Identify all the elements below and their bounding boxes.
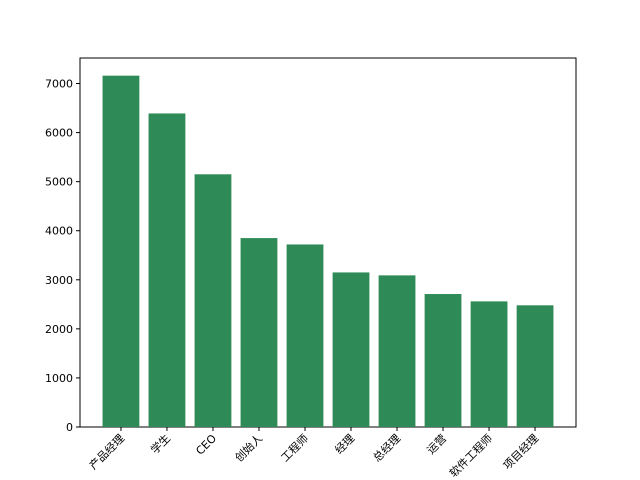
bar bbox=[240, 238, 278, 427]
x-tick-label: 软件工程师 bbox=[446, 431, 495, 480]
x-tick-label: 产品经理 bbox=[86, 431, 127, 472]
plot-frame bbox=[79, 57, 577, 428]
x-tick-label: 运营 bbox=[424, 431, 449, 456]
bar bbox=[194, 174, 232, 427]
y-tick-label: 7000 bbox=[45, 78, 73, 91]
bar bbox=[424, 294, 462, 427]
y-tick-label: 0 bbox=[66, 421, 73, 434]
y-tick-label: 1000 bbox=[45, 372, 73, 385]
y-tick-label: 2000 bbox=[45, 323, 73, 336]
x-tick-label: 学生 bbox=[148, 431, 173, 456]
y-tick-label: 4000 bbox=[45, 225, 73, 238]
bar bbox=[102, 75, 140, 428]
y-tick-label: 5000 bbox=[45, 176, 73, 189]
x-tick-label: 创始人 bbox=[232, 431, 265, 464]
bar bbox=[378, 275, 416, 427]
x-tick-label: CEO bbox=[193, 432, 219, 458]
bar bbox=[470, 301, 508, 427]
bar bbox=[286, 244, 324, 427]
x-tick-label: 总经理 bbox=[370, 431, 403, 464]
x-tick-label: 项目经理 bbox=[501, 432, 541, 472]
y-tick-label: 3000 bbox=[45, 274, 73, 287]
bar bbox=[148, 113, 186, 428]
x-tick-label: 经理 bbox=[332, 432, 357, 457]
bar bbox=[332, 272, 370, 427]
x-tick-label: 工程师 bbox=[279, 432, 312, 465]
bar bbox=[516, 305, 554, 427]
y-tick-label: 6000 bbox=[45, 127, 73, 140]
